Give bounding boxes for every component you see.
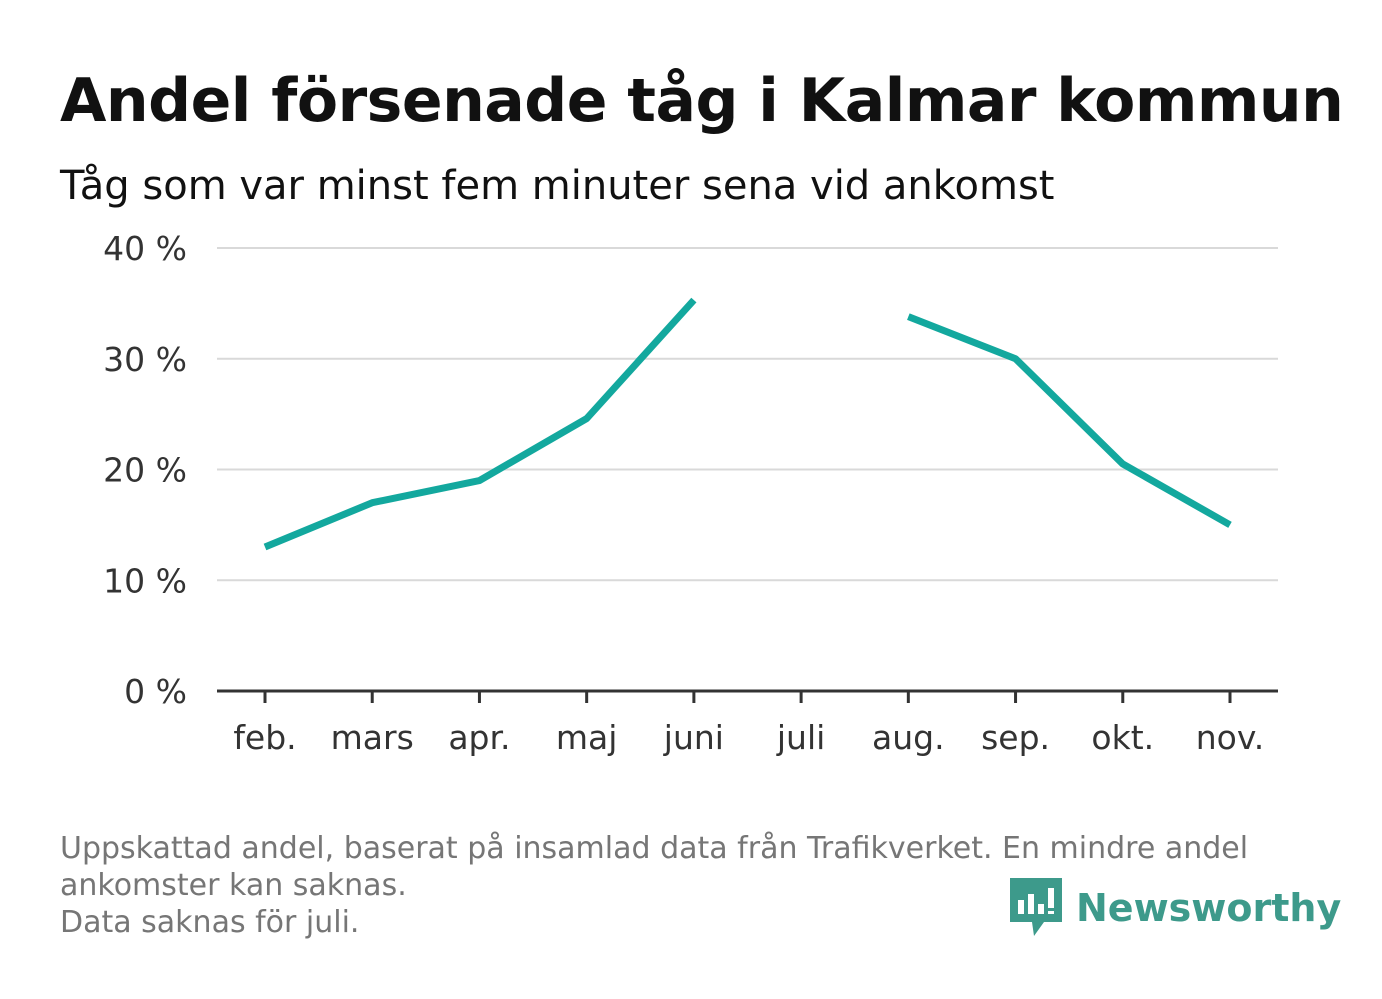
- x-tick-label: apr.: [448, 718, 510, 757]
- y-tick-label: 40 %: [103, 229, 187, 268]
- x-tick-label: sep.: [981, 718, 1050, 757]
- newsworthy-logo-icon: [1010, 878, 1062, 938]
- x-tick-label: mars: [331, 718, 414, 757]
- y-tick-label: 20 %: [103, 451, 187, 490]
- x-tick-label: okt.: [1091, 718, 1154, 757]
- brand-logo: Newsworthy: [1010, 878, 1341, 938]
- brand-name: Newsworthy: [1076, 886, 1341, 930]
- footnote-line: Uppskattad andel, baserat på insamlad da…: [60, 830, 1320, 867]
- y-axis-ticks: 0 % 10 % 20 % 30 % 40 %: [103, 229, 187, 711]
- x-axis-ticks: feb. mars apr. maj juni juli aug. sep. okt. nov.: [233, 691, 1264, 757]
- series-line: [265, 300, 694, 547]
- y-tick-label: 10 %: [103, 561, 187, 600]
- series-line: [908, 317, 1230, 525]
- x-tick-label: juni: [663, 718, 724, 757]
- x-tick-label: aug.: [872, 718, 945, 757]
- x-tick-label: maj: [556, 718, 618, 757]
- series-layer: [265, 300, 1230, 547]
- x-tick-label: feb.: [233, 718, 296, 757]
- y-tick-label: 30 %: [103, 340, 187, 379]
- y-tick-label: 0 %: [124, 672, 187, 711]
- x-tick-label: nov.: [1196, 718, 1265, 757]
- grid-layer: [217, 248, 1278, 691]
- line-chart: 0 % 10 % 20 % 30 % 40 % feb. mars apr. maj juni j…: [0, 0, 1382, 800]
- x-tick-label: juli: [776, 718, 825, 757]
